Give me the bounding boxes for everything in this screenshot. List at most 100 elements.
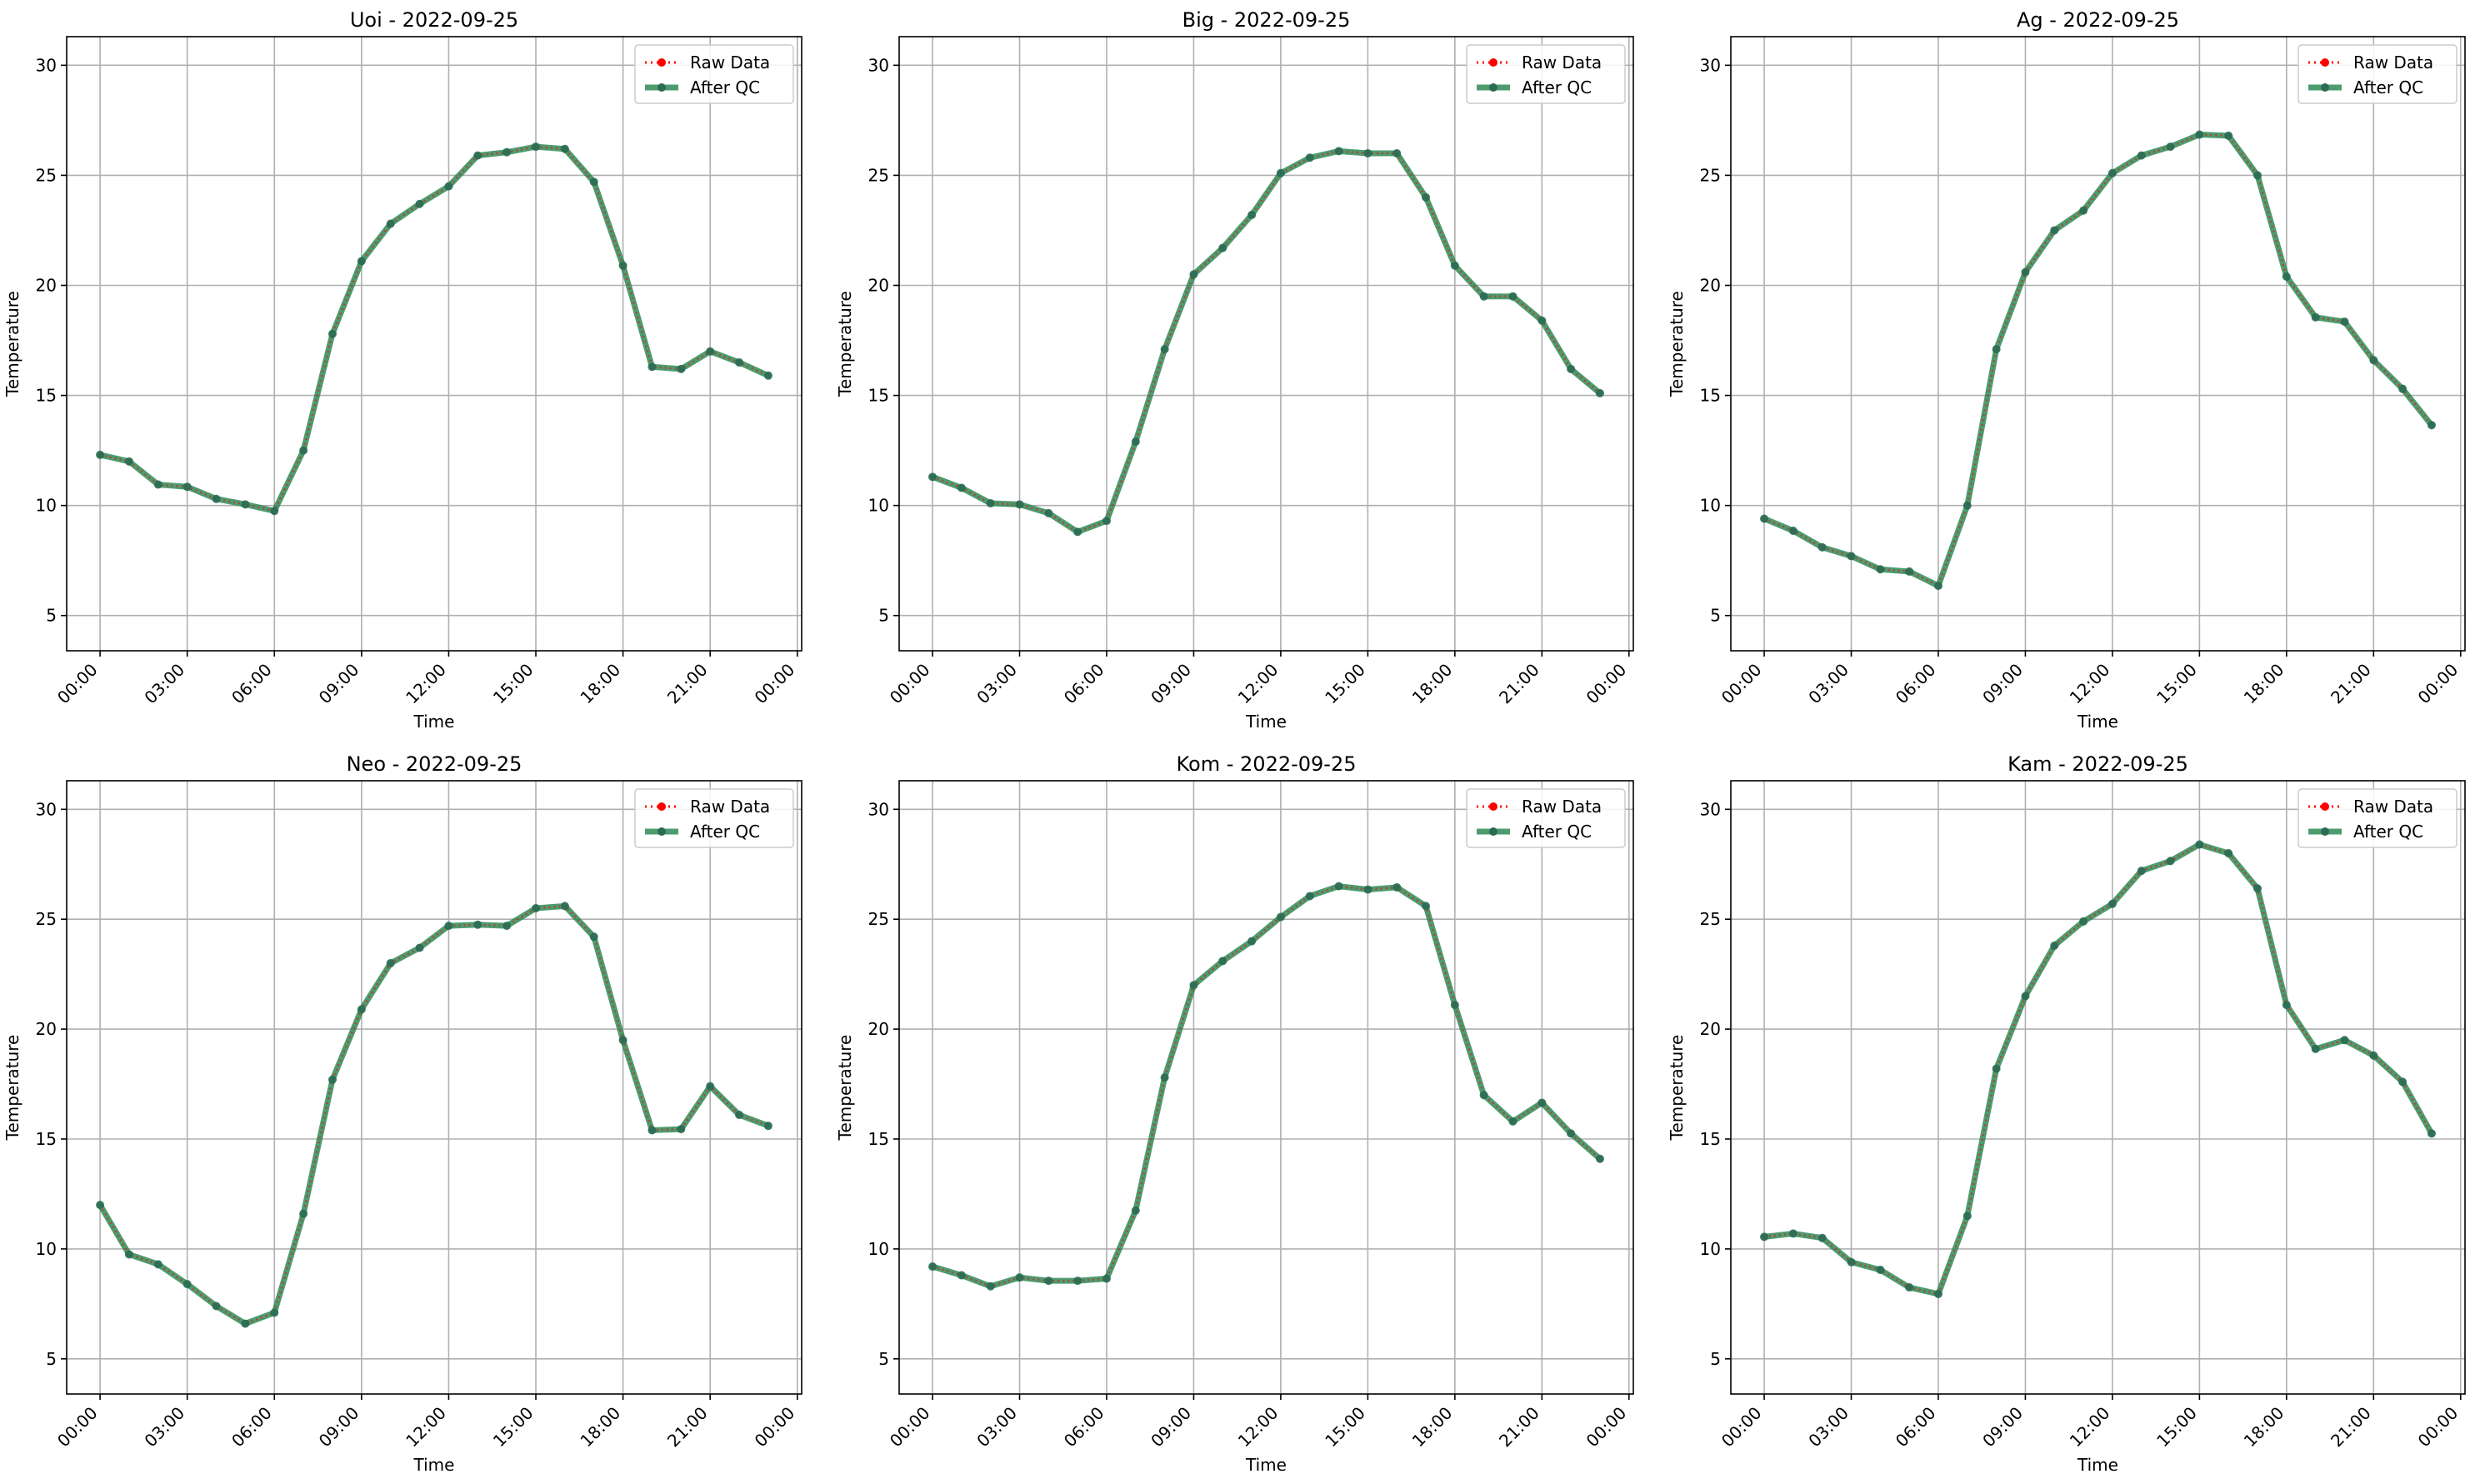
data-point <box>1392 149 1402 158</box>
y-tick-label: 10 <box>36 1239 57 1259</box>
x-tick-label: 21:00 <box>663 660 712 708</box>
data-point <box>96 1201 105 1210</box>
y-axis-label: Temperature <box>2 291 22 397</box>
data-point <box>2108 899 2117 908</box>
legend-label-after-qc: After QC <box>1522 822 1592 842</box>
y-tick-label: 15 <box>868 1129 889 1149</box>
data-point <box>928 472 938 482</box>
data-point <box>1248 937 1257 946</box>
series-line-after-qc <box>1761 132 2435 589</box>
data-point <box>677 364 686 373</box>
x-axis-label: Time <box>413 712 455 732</box>
data-point <box>328 1075 337 1084</box>
data-point <box>2137 867 2146 876</box>
data-point <box>357 1005 366 1014</box>
legend-marker-raw-data <box>658 802 666 811</box>
x-tick-label: 18:00 <box>1408 1403 1457 1452</box>
y-tick-label: 5 <box>878 606 889 626</box>
chart-title: Big - 2022-09-25 <box>1182 8 1351 32</box>
data-point <box>589 177 598 187</box>
data-point <box>1479 1091 1488 1100</box>
chart-panel: 00:00 03:00 06:00 09:00 12:00 15:00 18:00 21:00… <box>1667 8 2466 732</box>
data-point <box>502 922 512 931</box>
legend-marker-after-qc <box>2321 827 2329 836</box>
data-point <box>706 1082 715 1091</box>
data-point <box>415 943 424 952</box>
data-point <box>357 257 366 266</box>
y-tick-label: 15 <box>868 386 889 406</box>
y-tick-label: 5 <box>46 1349 57 1369</box>
data-point <box>473 920 482 929</box>
x-tick-label: 15:00 <box>1321 1403 1369 1452</box>
x-tick-label: 00:00 <box>751 1403 799 1452</box>
series-line-raw-data <box>98 905 769 1326</box>
data-point <box>473 151 482 160</box>
data-point <box>1334 882 1343 891</box>
legend-label-raw-data: Raw Data <box>2353 797 2433 817</box>
data-point <box>735 1110 744 1119</box>
data-point <box>1218 957 1228 966</box>
x-tick-label: 09:00 <box>315 660 363 708</box>
legend: Raw Data After QC <box>2298 44 2458 104</box>
x-tick-label: 00:00 <box>751 660 799 708</box>
y-tick-label: 15 <box>36 386 57 406</box>
x-tick-label: 12:00 <box>402 660 450 708</box>
axes-frame <box>66 36 802 652</box>
data-point <box>1102 1274 1111 1283</box>
data-point <box>1015 1273 1024 1282</box>
data-point <box>1876 565 1885 574</box>
y-tick-label: 25 <box>1700 165 1721 185</box>
x-axis-label: Time <box>1245 712 1287 732</box>
x-tick-label: 09:00 <box>1978 1403 2027 1452</box>
data-point <box>1044 1277 1053 1286</box>
y-tick-label: 10 <box>1700 1239 1721 1259</box>
data-point <box>182 1280 192 1289</box>
y-tick-label: 10 <box>868 496 889 516</box>
y-tick-label: 30 <box>36 799 57 819</box>
legend-label-raw-data: Raw Data <box>1522 52 1602 72</box>
data-point <box>1248 210 1257 219</box>
x-axis-label: Time <box>413 1455 455 1475</box>
data-point <box>1567 1129 1576 1138</box>
y-tick-label: 20 <box>1700 1019 1721 1039</box>
data-point <box>1276 912 1285 922</box>
data-point <box>270 507 279 516</box>
x-tick-label: 15:00 <box>2152 1403 2201 1452</box>
series-line-after-qc <box>929 883 1603 1290</box>
x-tick-label: 06:00 <box>1892 1403 1940 1452</box>
legend-marker-after-qc <box>658 827 666 836</box>
legend-marker-raw-data <box>2321 802 2329 811</box>
x-tick-label: 09:00 <box>1147 660 1195 708</box>
x-tick-label: 03:00 <box>972 1403 1021 1452</box>
x-tick-label: 12:00 <box>1234 1403 1282 1452</box>
data-point <box>299 1209 308 1218</box>
legend-marker-after-qc <box>1489 83 1498 92</box>
axes-frame <box>898 36 1634 652</box>
y-tick-label: 30 <box>1700 799 1721 819</box>
data-point <box>928 1262 938 1271</box>
data-point <box>1567 364 1576 373</box>
data-point <box>241 500 250 509</box>
data-point <box>1422 902 1431 911</box>
data-point <box>1962 1212 1972 1221</box>
x-tick-label: 15:00 <box>489 660 538 708</box>
data-point <box>2195 840 2204 849</box>
y-axis-label: Temperature <box>835 1035 855 1142</box>
x-tick-label: 12:00 <box>2066 660 2114 708</box>
data-point <box>270 1308 279 1317</box>
data-point <box>677 1125 686 1134</box>
series-line-raw-data <box>99 145 769 512</box>
data-point <box>2108 168 2117 177</box>
x-tick-label: 21:00 <box>2327 1403 2375 1452</box>
x-tick-label: 21:00 <box>2327 660 2375 708</box>
data-point <box>1102 517 1111 526</box>
data-point <box>1305 153 1314 162</box>
data-point <box>1595 388 1604 397</box>
data-point <box>1818 542 1827 552</box>
data-point <box>589 932 598 942</box>
chart-title: Neo - 2022-09-25 <box>347 752 522 776</box>
data-point <box>444 922 453 931</box>
x-tick-label: 21:00 <box>1495 660 1543 708</box>
legend-label-raw-data: Raw Data <box>2353 52 2433 72</box>
